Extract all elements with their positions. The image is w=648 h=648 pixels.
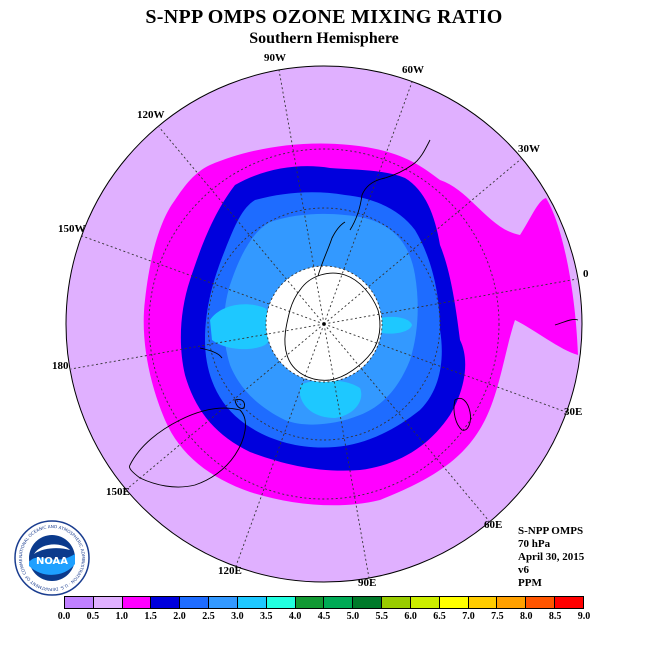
madagascar [453, 397, 471, 431]
legend-swatch [151, 597, 181, 608]
info-instrument: S-NPP OMPS [518, 525, 584, 537]
coastlines [129, 139, 579, 488]
legend-swatch [122, 597, 152, 608]
legend-swatch [209, 597, 238, 608]
legend-tick: 7.5 [491, 611, 504, 622]
lon-label-0: 0 [583, 268, 589, 280]
legend-swatch [497, 597, 527, 608]
legend-swatch [410, 597, 440, 608]
map-subtitle: Southern Hemisphere [249, 30, 399, 47]
legend-tick: 6.0 [404, 611, 417, 622]
lon-label-30w: 30W [518, 143, 540, 155]
legend-tick: 4.5 [317, 611, 331, 622]
lon-label-30e: 30E [564, 406, 583, 418]
lon-label-150e: 150E [106, 486, 130, 498]
map-border [65, 65, 583, 583]
lon-label-120e: 120E [218, 565, 242, 577]
antarctic-peninsula [317, 221, 346, 277]
legend-swatch [93, 597, 123, 608]
legend-swatch [65, 597, 94, 608]
lon-label-90e: 90E [358, 577, 377, 589]
pole-dot [322, 322, 326, 326]
legend-tick: 5.5 [375, 611, 389, 622]
legend-swatch [468, 597, 498, 608]
band-3.0-3.5-east [380, 316, 412, 334]
legend-swatch [555, 597, 583, 608]
legend-colorbar [64, 596, 584, 609]
legend-tick: 9.0 [577, 611, 591, 622]
band-3.0-3.5-south [300, 380, 362, 418]
legend-tick: 3.0 [231, 611, 244, 622]
australia-coast [129, 407, 246, 488]
legend-swatch [353, 597, 383, 608]
map-title: S-NPP OMPS OZONE MIXING RATIO [145, 6, 503, 28]
legend-tick: 0.0 [57, 611, 71, 622]
info-units: PPM [518, 577, 542, 589]
legend-swatch [324, 597, 354, 608]
legend-tick: 2.0 [173, 611, 186, 622]
legend-swatch [237, 597, 267, 608]
info-version: v6 [518, 564, 529, 576]
lon-label-60e: 60E [484, 519, 503, 531]
legend-tick-labels: 0.0 0.5 1.0 1.5 2.0 2.5 3.0 3.5 4.0 4.5 5.0 5.5 6.0 6… [58, 611, 591, 625]
legend-tick: 2.5 [202, 611, 215, 622]
legend-tick: 8.0 [519, 611, 533, 622]
legend-swatch [180, 597, 210, 608]
info-date: April 30, 2015 [518, 551, 585, 563]
legend-tick: 3.5 [259, 611, 273, 622]
lon-label-60w: 60W [402, 64, 424, 76]
lon-label-180: 180 [52, 360, 69, 372]
legend-tick: 1.5 [144, 611, 157, 622]
legend-tick: 0.5 [86, 611, 100, 622]
legend-tick: 7.0 [462, 611, 475, 622]
new-zealand [199, 347, 223, 359]
logo-wordmark: NOAA [36, 556, 68, 567]
latitude-circles [148, 148, 500, 500]
south-america-tip [349, 139, 431, 231]
legend-tick: 1.0 [115, 611, 129, 622]
legend-swatch [439, 597, 469, 608]
legend-swatch [526, 597, 556, 608]
info-level: 70 hPa [518, 538, 551, 550]
lon-label-120w: 120W [137, 109, 165, 121]
antarctica-coast [284, 272, 381, 381]
info-block: S-NPP OMPS 70 hPa April 30, 2015 v6 PPM [518, 525, 584, 590]
legend-tick: 4.0 [288, 611, 302, 622]
tasmania [234, 399, 245, 409]
legend-swatch [266, 597, 296, 608]
noaa-logo: NATIONAL OCEANIC AND ATMOSPHERIC ADMINIS… [14, 520, 90, 596]
lon-label-150w: 150W [58, 223, 86, 235]
legend-tick: 5.0 [346, 611, 360, 622]
legend-tick: 6.5 [433, 611, 446, 622]
legend-swatch [295, 597, 325, 608]
legend-tick: 8.5 [548, 611, 562, 622]
lon-label-90w: 90W [264, 52, 286, 64]
band-3.0-3.5-west [210, 304, 273, 350]
africa-tip [554, 319, 579, 326]
legend-swatch [382, 597, 411, 608]
